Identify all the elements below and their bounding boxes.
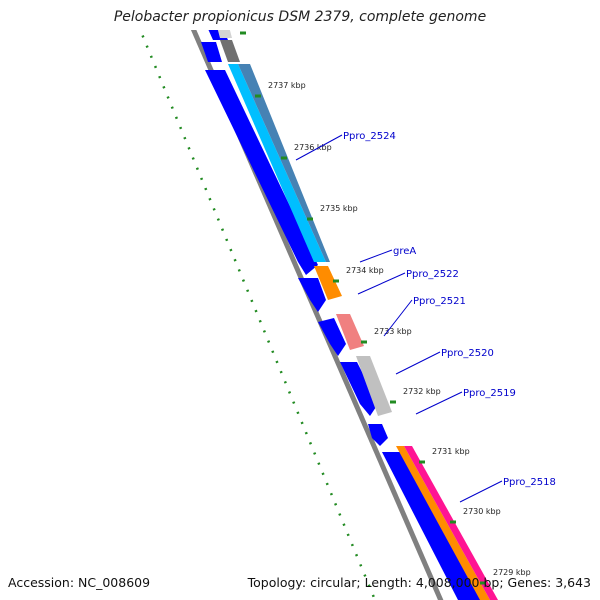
accession-label: Accession: NC_008609 (8, 575, 151, 590)
gene-block-grea[interactable] (314, 266, 342, 300)
gene-labels: Ppro_2524 greA Ppro_2522 Ppro_2521 Ppro_2520… (295, 131, 556, 503)
gene-arrow[interactable] (368, 424, 388, 446)
gene-leader-line (459, 480, 503, 503)
gene-arrow[interactable] (298, 278, 326, 312)
tick-label: 2736 kbp (294, 143, 332, 152)
tick-labels: 2738 kbp 2737 kbp 2736 kbp 2735 kbp 2734 kbp… (253, 18, 531, 577)
tick-label: 2734 kbp (346, 266, 384, 275)
gene-label-ppro-2524[interactable]: Ppro_2524 (343, 131, 396, 142)
gene-block-ppro-2524[interactable] (228, 64, 326, 262)
tick-label: 2737 kbp (268, 81, 306, 90)
gene-label-ppro-2522[interactable]: Ppro_2522 (406, 269, 459, 280)
gene-leader-line (359, 249, 393, 263)
gene-leader-line (395, 351, 441, 375)
gene-arrow[interactable] (318, 318, 346, 356)
gene-leader-line (415, 391, 463, 415)
gene-label-ppro-2521[interactable]: Ppro_2521 (413, 296, 466, 307)
gene-arrow[interactable] (340, 362, 378, 416)
gene-block[interactable] (220, 40, 240, 62)
tick-marks (240, 31, 486, 585)
gene-leader-line (383, 299, 413, 337)
gene-label-grea[interactable]: greA (393, 246, 416, 257)
gene-label-ppro-2518[interactable]: Ppro_2518 (503, 477, 556, 488)
gene-block-ppro-2520[interactable] (356, 356, 392, 416)
gene-arrow[interactable] (205, 70, 318, 275)
map-title: Pelobacter propionicus DSM 2379, complet… (113, 9, 487, 25)
tick-label: 2730 kbp (463, 507, 501, 516)
tick-label: 2732 kbp (403, 387, 441, 396)
tick-label: 2729 kbp (493, 568, 531, 577)
gene-leader-line (357, 272, 406, 295)
gene-label-ppro-2519[interactable]: Ppro_2519 (463, 388, 516, 399)
tick-label: 2733 kbp (374, 327, 412, 336)
genome-summary: Topology: circular; Length: 4,008,000 bp… (247, 575, 591, 590)
tick-label: 2735 kbp (320, 204, 358, 213)
gene-label-ppro-2520[interactable]: Ppro_2520 (441, 348, 494, 359)
tick-label: 2731 kbp (432, 447, 470, 456)
gene-block[interactable] (210, 0, 232, 38)
gene-leader-line (295, 134, 343, 161)
gene-block-ppro-2524-edge[interactable] (238, 64, 330, 262)
tick-label: 2738 kbp (253, 18, 291, 27)
gene-block-ppro-2521[interactable] (336, 314, 364, 350)
gene-arrow[interactable] (201, 42, 222, 62)
gene-block-ppro-2518-a[interactable] (396, 446, 490, 600)
